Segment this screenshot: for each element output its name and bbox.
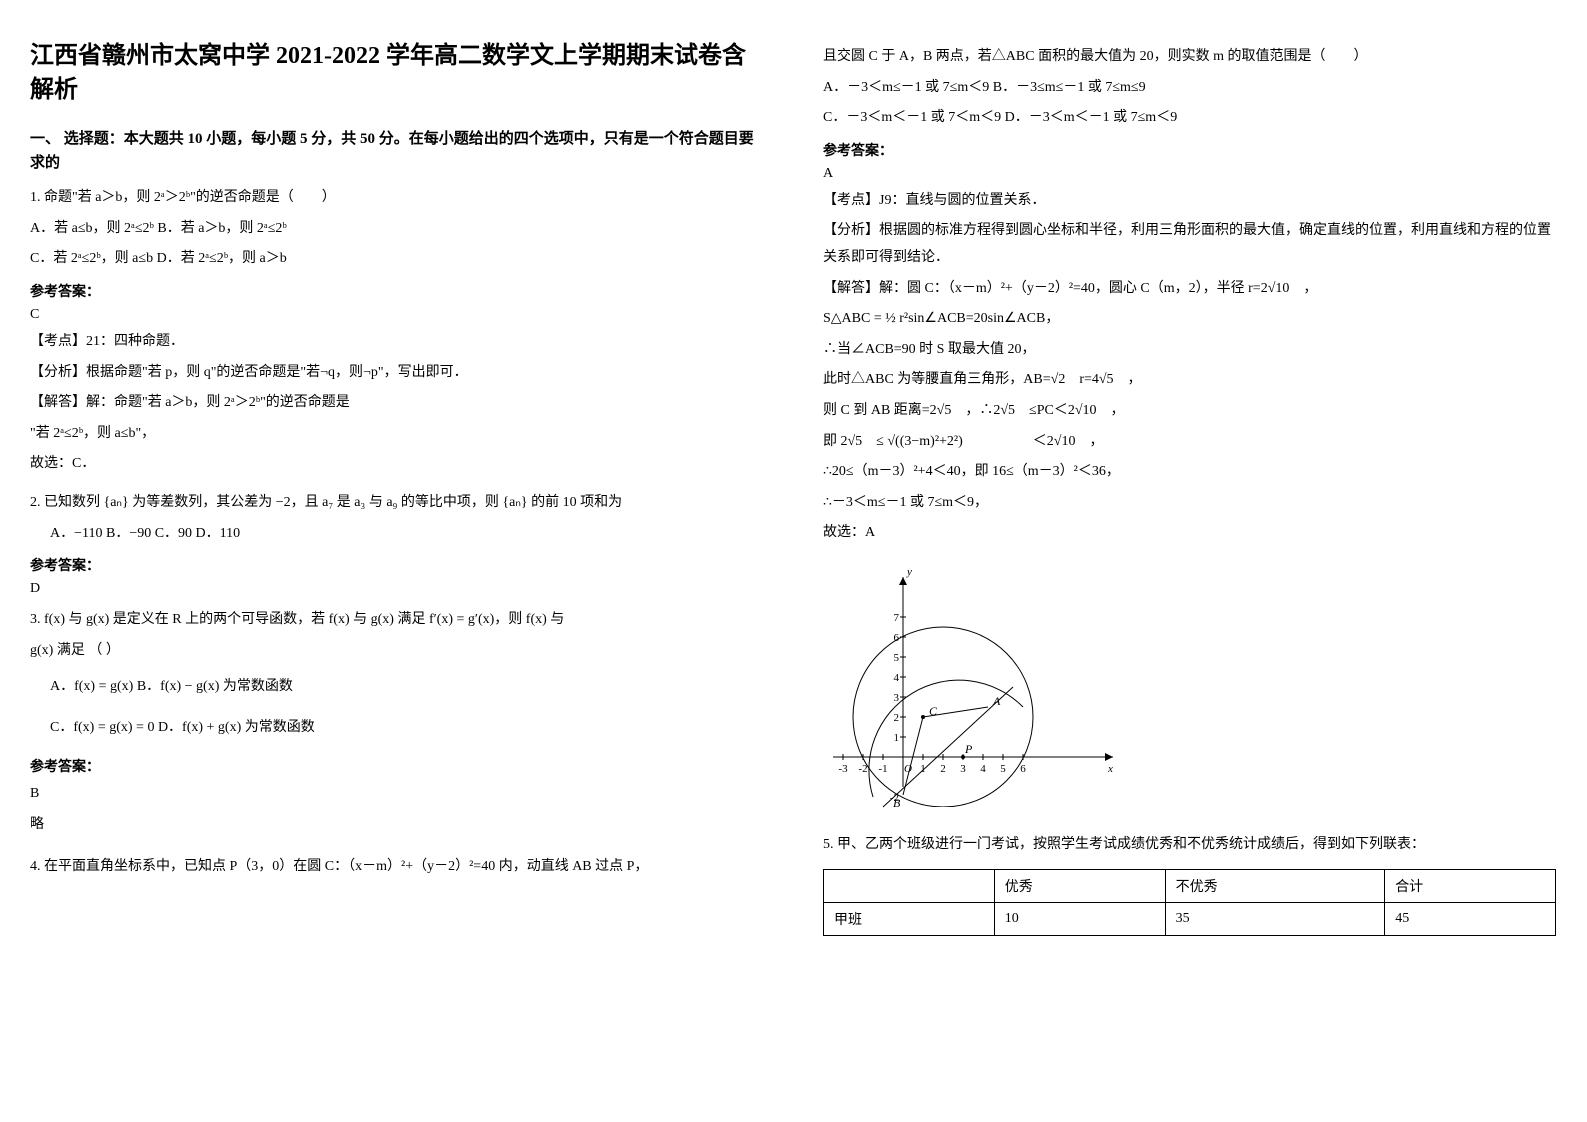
svg-text:-1: -1 xyxy=(878,763,887,775)
svg-text:4: 4 xyxy=(980,763,986,775)
q1-jieda1: 【解答】解：命题"若 a＞b，则 2ᵃ＞2ᵇ"的逆否命题是 xyxy=(30,390,763,417)
q2-ans: D xyxy=(30,581,763,597)
q4-j5: 则 C 到 AB 距离=2√5 ，∴2√5 ≤PC＜2√10 ， xyxy=(823,398,1556,425)
q4-j9: 故选：A xyxy=(823,520,1556,547)
svg-text:-3: -3 xyxy=(838,763,848,775)
q1-optC: C．若 2ᵃ≤2ᵇ，则 a≤b D．若 2ᵃ≤2ᵇ，则 a＞b xyxy=(30,246,763,273)
q4-optC: C．－3＜m＜－1 或 7＜m＜9 D．－3＜m＜－1 或 7≤m＜9 xyxy=(823,105,1556,132)
contingency-table: 优秀 不优秀 合计 甲班 10 35 45 xyxy=(823,869,1556,936)
svg-text:2: 2 xyxy=(894,712,900,724)
svg-text:2: 2 xyxy=(940,763,946,775)
q4-j4: 此时△ABC 为等腰直角三角形，AB=√2 r=4√5 ， xyxy=(823,367,1556,394)
q3-lue: 略 xyxy=(30,812,763,839)
th-excellent: 优秀 xyxy=(994,869,1165,902)
q2-opts: A．−110 B．−90 C．90 D．110 xyxy=(30,521,763,548)
q3-optC: C．f(x) = g(x) = 0 D．f(x) + g(x) 为常数函数 xyxy=(30,715,763,742)
q4-j3: ∴当∠ACB=90 时 S 取最大值 20， xyxy=(823,337,1556,364)
q2-stem: 2. 已知数列 {aₙ} 为等差数列，其公差为 −2，且 a₇ 是 a₃ 与 a… xyxy=(30,490,763,517)
right-column: 且交圆 C 于 A，B 两点，若△ABC 面积的最大值为 20，则实数 m 的取… xyxy=(793,0,1586,976)
q3-ans-label: 参考答案： xyxy=(30,756,763,776)
q1-optA: A．若 a≤b，则 2ᵃ≤2ᵇ B．若 a＞b，则 2ᵃ≤2ᵇ xyxy=(30,216,763,243)
section-title: 一、 选择题：本大题共 10 小题，每小题 5 分，共 50 分。在每小题给出的… xyxy=(30,127,763,175)
q5-stem: 5. 甲、乙两个班级进行一门考试，按照学生考试成绩优秀和不优秀统计成绩后，得到如… xyxy=(823,832,1556,859)
svg-text:1: 1 xyxy=(920,763,926,775)
q4-kaodian: 【考点】J9：直线与圆的位置关系． xyxy=(823,188,1556,215)
q4-l1: 且交圆 C 于 A，B 两点，若△ABC 面积的最大值为 20，则实数 m 的取… xyxy=(823,44,1556,71)
svg-text:7: 7 xyxy=(894,612,900,624)
th-total: 合计 xyxy=(1385,869,1556,902)
q1-ans-label: 参考答案： xyxy=(30,281,763,301)
q3-stem: 3. f(x) 与 g(x) 是定义在 R 上的两个可导函数，若 f(x) 与 … xyxy=(30,607,763,634)
coordinate-diagram: y x 1 2 3 4 5 6 7 -2 -3 -2 -1 xyxy=(823,557,1556,822)
axis-x-label: x xyxy=(1107,763,1113,775)
q4-optA: A．－3＜m≤－1 或 7≤m＜9 B．－3≤m≤－1 或 7≤m≤9 xyxy=(823,75,1556,102)
label-a: A xyxy=(992,694,1001,708)
q4-fenxi: 【分析】根据圆的标准方程得到圆心坐标和半径，利用三角形面积的最大值，确定直线的位… xyxy=(823,218,1556,271)
cell-val: 10 xyxy=(994,902,1165,935)
th-not-excellent: 不优秀 xyxy=(1165,869,1385,902)
svg-text:3: 3 xyxy=(894,692,900,704)
q4-ans-label: 参考答案： xyxy=(823,140,1556,160)
cell-val: 45 xyxy=(1385,902,1556,935)
q4-j1: 【解答】解：圆 C：（x－m）²+（y－2）²=40，圆心 C（m，2），半径 … xyxy=(823,276,1556,303)
th-blank xyxy=(824,869,995,902)
axis-y-label: y xyxy=(906,566,912,578)
q4-j2: S△ABC = ½ r²sin∠ACB=20sin∠ACB， xyxy=(823,306,1556,333)
q4-j8: ∴－3＜m≤－1 或 7≤m＜9， xyxy=(823,490,1556,517)
q1-jieda3: 故选：C． xyxy=(30,451,763,478)
svg-text:6: 6 xyxy=(894,632,900,644)
cell-class: 甲班 xyxy=(824,902,995,935)
q1-ans: C xyxy=(30,307,763,323)
cell-val: 35 xyxy=(1165,902,1385,935)
q3-optA: A．f(x) = g(x) B．f(x) − g(x) 为常数函数 xyxy=(30,674,763,701)
label-p: P xyxy=(964,742,973,756)
svg-text:1: 1 xyxy=(894,732,900,744)
svg-text:5: 5 xyxy=(894,652,900,664)
svg-text:3: 3 xyxy=(960,763,966,775)
q3-stem2: g(x) 满足 （ ） xyxy=(30,638,763,665)
q4-j6: 即 2√5 ≤ √((3−m)²+2²) ＜2√10 ， xyxy=(823,429,1556,456)
q3-ans: B xyxy=(30,786,763,802)
q4-stem: 4. 在平面直角坐标系中，已知点 P（3，0）在圆 C：（x－m）²+（y－2）… xyxy=(30,854,763,881)
label-b: B xyxy=(893,796,901,810)
table-row: 优秀 不优秀 合计 xyxy=(824,869,1556,902)
table-row: 甲班 10 35 45 xyxy=(824,902,1556,935)
q1-fenxi: 【分析】根据命题"若 p，则 q"的逆否命题是"若¬q，则¬p"，写出即可． xyxy=(30,360,763,387)
q4-ans: A xyxy=(823,166,1556,182)
exam-title: 江西省赣州市太窝中学 2021-2022 学年高二数学文上学期期末试卷含解析 xyxy=(30,40,763,107)
left-column: 江西省赣州市太窝中学 2021-2022 学年高二数学文上学期期末试卷含解析 一… xyxy=(0,0,793,976)
q1-stem: 1. 命题"若 a＞b，则 2ᵃ＞2ᵇ"的逆否命题是（ ） xyxy=(30,185,763,212)
q2-ans-label: 参考答案： xyxy=(30,555,763,575)
q4-j7: ∴20≤（m－3）²+4＜40，即 16≤（m－3）²＜36， xyxy=(823,459,1556,486)
q1-jieda2: "若 2ᵃ≤2ᵇ，则 a≤b"， xyxy=(30,421,763,448)
chart-svg: y x 1 2 3 4 5 6 7 -2 -3 -2 -1 xyxy=(823,557,1143,817)
svg-text:5: 5 xyxy=(1000,763,1006,775)
q1-kaodian: 【考点】21：四种命题． xyxy=(30,329,763,356)
svg-text:4: 4 xyxy=(894,672,900,684)
